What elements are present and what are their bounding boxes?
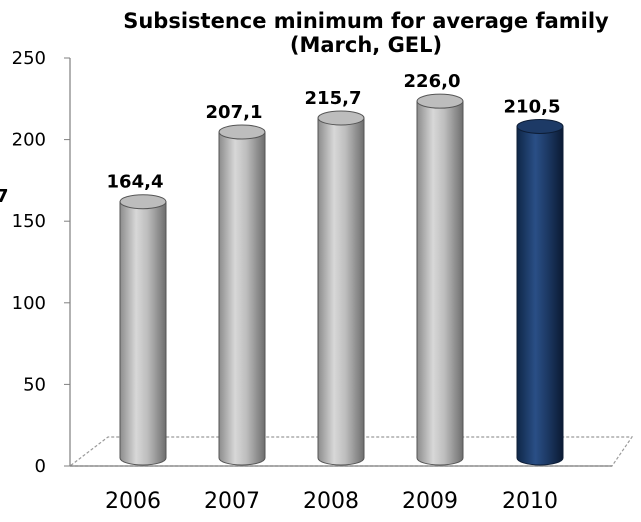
- y-tick-label: 250: [12, 48, 46, 69]
- bar-cap: [516, 118, 564, 134]
- bar-cap: [119, 194, 167, 210]
- category-label: 2008: [303, 489, 359, 514]
- category-label: 2007: [204, 489, 260, 514]
- bar-cap: [218, 124, 266, 140]
- data-label-group: 164,4 207,1 215,7 226,0 210,5: [107, 71, 561, 193]
- category-label: 2009: [402, 489, 458, 514]
- bar-2010: [516, 118, 564, 466]
- bar-cap: [317, 110, 365, 126]
- bar-cap: [416, 93, 464, 109]
- bar-body: [317, 117, 365, 466]
- bar-2008: [317, 110, 365, 466]
- y-tick-label: 150: [12, 211, 46, 232]
- data-label: 226,0: [404, 71, 461, 92]
- bar-body: [119, 201, 167, 466]
- chart-subtitle: (March, GEL): [290, 33, 442, 57]
- bar-body: [416, 100, 464, 466]
- chart-title: Subsistence minimum for average family: [123, 9, 609, 33]
- y-tick-group: 0 50 100 150 200 250: [12, 48, 70, 477]
- bar-group: [119, 93, 564, 466]
- y-tick-label: 200: [12, 130, 46, 151]
- data-label: 164,4: [107, 172, 164, 193]
- bar-2007: [218, 124, 266, 466]
- bar-2006: [119, 194, 167, 466]
- bar-body: [218, 131, 266, 466]
- bar-2009: [416, 93, 464, 466]
- data-label: 210,5: [504, 96, 561, 117]
- y-tick-label: 100: [12, 293, 46, 314]
- y-tick-label: 50: [23, 374, 46, 395]
- y-axis-label-cutoff: 7: [0, 186, 9, 207]
- category-label: 2010: [502, 489, 558, 514]
- data-label: 207,1: [206, 102, 263, 123]
- category-label: 2006: [105, 489, 161, 514]
- bar-body: [516, 125, 564, 466]
- y-tick-label: 0: [35, 456, 46, 477]
- category-label-group: 2006 2007 2008 2009 2010: [105, 489, 558, 514]
- data-label: 215,7: [305, 88, 362, 109]
